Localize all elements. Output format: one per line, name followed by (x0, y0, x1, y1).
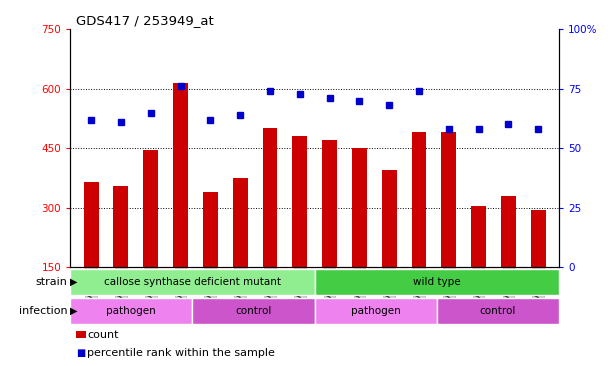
Bar (441, 132, 456, 267)
Bar (315, 298, 437, 324)
Text: ▶: ▶ (70, 306, 77, 316)
Text: GDS417 / 253949_at: GDS417 / 253949_at (76, 14, 214, 27)
Text: count: count (87, 330, 119, 340)
Text: percentile rank within the sample: percentile rank within the sample (87, 348, 275, 358)
Text: pathogen: pathogen (351, 306, 401, 316)
Bar (437, 298, 559, 324)
Bar (292, 136, 307, 267)
Text: ▶: ▶ (70, 277, 77, 287)
Bar (233, 178, 247, 267)
Bar (352, 148, 367, 267)
Text: callose synthase deficient mutant: callose synthase deficient mutant (104, 277, 281, 287)
Bar (203, 192, 218, 267)
Bar (382, 170, 397, 267)
Bar (84, 182, 98, 267)
Bar (144, 150, 158, 267)
Bar (471, 206, 486, 267)
Bar (412, 132, 426, 267)
Text: control: control (480, 306, 516, 316)
Bar (531, 210, 546, 267)
Bar (70, 269, 315, 295)
Bar (192, 298, 315, 324)
Bar (263, 128, 277, 267)
Text: pathogen: pathogen (106, 306, 156, 316)
Text: control: control (235, 306, 272, 316)
Bar (322, 140, 337, 267)
Bar (173, 83, 188, 267)
Bar (114, 186, 128, 267)
Text: ■: ■ (76, 348, 86, 358)
Text: wild type: wild type (413, 277, 461, 287)
Bar (315, 269, 559, 295)
Bar (70, 298, 192, 324)
Bar (501, 196, 516, 267)
Text: strain: strain (35, 277, 67, 287)
Text: infection: infection (18, 306, 67, 316)
